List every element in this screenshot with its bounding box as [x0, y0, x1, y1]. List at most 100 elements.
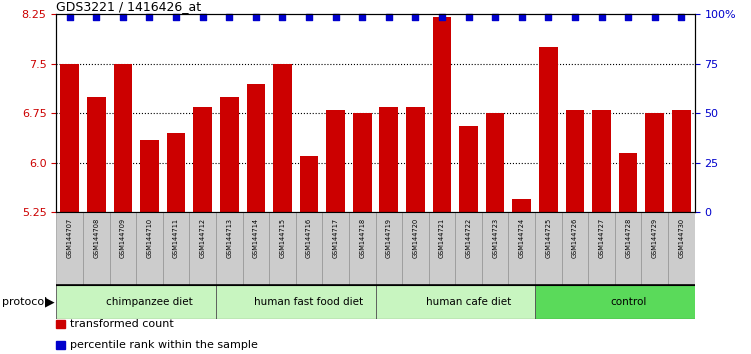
Bar	[539, 47, 558, 354]
Point	[90, 14, 102, 20]
Bar	[406, 107, 425, 354]
Text: human cafe diet: human cafe diet	[426, 297, 511, 307]
Bar	[668, 212, 695, 285]
Text: GSM144719: GSM144719	[386, 218, 392, 258]
Point	[117, 14, 129, 20]
Bar	[376, 285, 535, 319]
Bar	[535, 285, 695, 319]
Bar	[296, 212, 322, 285]
Bar	[246, 84, 265, 354]
Bar	[113, 64, 132, 354]
Bar	[615, 212, 641, 285]
Point	[649, 14, 661, 20]
Bar	[562, 212, 588, 285]
Text: GSM144707: GSM144707	[67, 218, 73, 258]
Text: GSM144724: GSM144724	[519, 218, 525, 258]
Bar	[110, 212, 136, 285]
Bar	[486, 113, 505, 354]
Bar	[566, 110, 584, 354]
Point	[409, 14, 421, 20]
Text: GSM144721: GSM144721	[439, 218, 445, 258]
Text: GDS3221 / 1416426_at: GDS3221 / 1416426_at	[56, 0, 201, 13]
Point	[569, 14, 581, 20]
Point	[463, 14, 475, 20]
Point	[276, 14, 288, 20]
Text: GSM144712: GSM144712	[200, 218, 206, 258]
Bar	[273, 64, 291, 354]
Bar	[482, 212, 508, 285]
Text: GSM144728: GSM144728	[625, 218, 631, 258]
Bar	[243, 212, 269, 285]
Point	[383, 14, 395, 20]
Bar	[326, 110, 345, 354]
Point	[356, 14, 368, 20]
Bar	[87, 97, 106, 354]
Bar	[216, 212, 243, 285]
Text: GSM144726: GSM144726	[572, 218, 578, 258]
Bar	[216, 285, 376, 319]
Bar	[379, 107, 398, 354]
Bar	[220, 97, 239, 354]
Bar	[83, 212, 110, 285]
Bar	[429, 212, 455, 285]
Bar	[269, 212, 296, 285]
Text: GSM144723: GSM144723	[492, 218, 498, 258]
Point	[143, 14, 155, 20]
Bar	[535, 212, 562, 285]
Text: GSM144727: GSM144727	[599, 218, 605, 258]
Text: control: control	[610, 297, 647, 307]
Bar	[163, 212, 189, 285]
Text: GSM144716: GSM144716	[306, 218, 312, 258]
Bar	[455, 212, 482, 285]
Point	[675, 14, 687, 20]
Bar	[167, 133, 185, 354]
Bar	[353, 113, 372, 354]
Text: GSM144714: GSM144714	[253, 218, 259, 258]
Point	[303, 14, 315, 20]
Text: GSM144717: GSM144717	[333, 218, 339, 258]
Bar	[460, 126, 478, 354]
Bar	[300, 156, 318, 354]
Text: chimpanzee diet: chimpanzee diet	[106, 297, 193, 307]
Text: GSM144720: GSM144720	[412, 218, 418, 258]
Bar	[619, 153, 638, 354]
Point	[64, 14, 76, 20]
Point	[516, 14, 528, 20]
Bar	[645, 113, 664, 354]
Bar	[402, 212, 429, 285]
Text: GSM144718: GSM144718	[359, 218, 365, 258]
Bar	[322, 212, 349, 285]
Text: GSM144711: GSM144711	[173, 218, 179, 258]
Point	[170, 14, 182, 20]
Point	[250, 14, 262, 20]
Bar	[136, 212, 163, 285]
Bar	[593, 110, 611, 354]
Bar	[433, 17, 451, 354]
Text: GSM144715: GSM144715	[279, 218, 285, 258]
Bar	[641, 212, 668, 285]
Text: GSM144725: GSM144725	[545, 218, 551, 258]
Text: GSM144722: GSM144722	[466, 218, 472, 258]
Bar	[588, 212, 615, 285]
Text: human fast food diet: human fast food diet	[255, 297, 363, 307]
Bar	[56, 212, 83, 285]
Point	[330, 14, 342, 20]
Point	[489, 14, 501, 20]
Bar	[189, 212, 216, 285]
Bar	[376, 212, 402, 285]
Point	[542, 14, 554, 20]
Point	[197, 14, 209, 20]
Point	[436, 14, 448, 20]
Bar	[349, 212, 376, 285]
Text: protocol: protocol	[2, 297, 47, 307]
Text: GSM144729: GSM144729	[652, 218, 658, 258]
Bar	[512, 199, 531, 354]
Bar	[672, 110, 691, 354]
Text: ▶: ▶	[45, 295, 55, 308]
Point	[622, 14, 634, 20]
Bar	[193, 107, 212, 354]
Text: GSM144713: GSM144713	[226, 218, 232, 258]
Bar	[140, 140, 158, 354]
Point	[596, 14, 608, 20]
Bar	[508, 212, 535, 285]
